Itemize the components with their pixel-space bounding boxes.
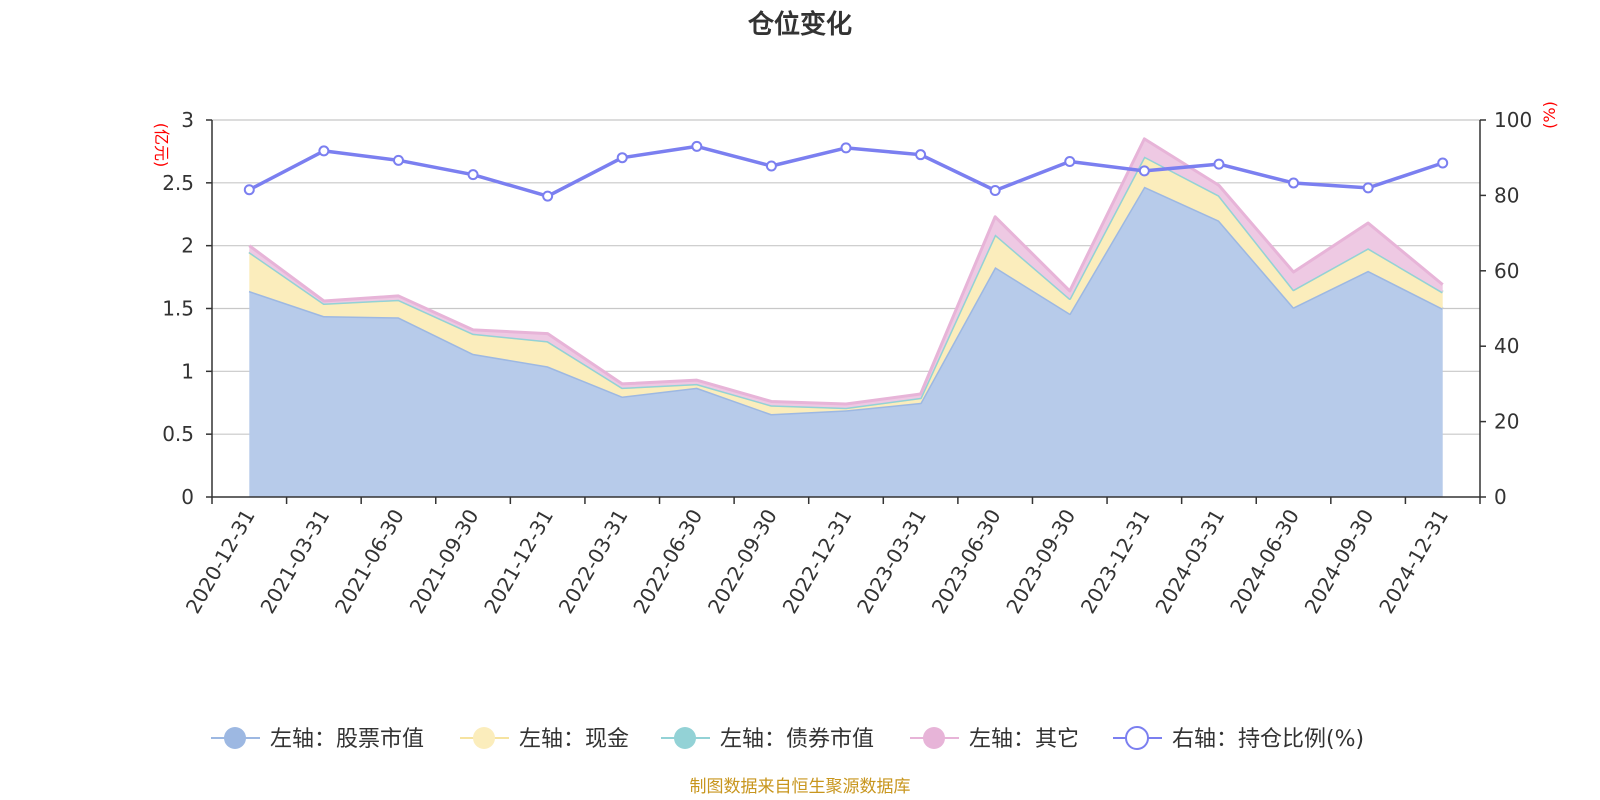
ratio-point (318, 145, 330, 157)
legend-other-marker (923, 727, 945, 749)
legend-item-bond[interactable]: 左轴：债券市值 (661, 727, 874, 752)
ratio-point (1362, 182, 1374, 194)
left-tick-label: 0 (181, 485, 194, 509)
left-tick-labels: 0 0.5 1 1.5 2 2.5 3 (162, 108, 212, 509)
ratio-point (542, 190, 554, 202)
x-tick-label: 2023-06-30 (927, 505, 1006, 618)
x-tick-label: 2020-12-31 (181, 505, 260, 618)
legend-cash-label: 左轴：现金 (519, 727, 629, 752)
ratio-point (989, 184, 1001, 196)
ratio-point (1138, 165, 1150, 177)
x-tick-label: 2024-03-31 (1150, 505, 1229, 618)
x-tick-label: 2022-03-31 (554, 505, 633, 618)
area-line-other (248, 137, 1444, 406)
right-tick-label: 20 (1494, 410, 1519, 434)
area-other (249, 138, 1443, 408)
ratio-point (1213, 158, 1225, 170)
x-tick-label: 2021-12-31 (479, 505, 558, 618)
right-tick-labels: 0 20 40 60 80 100 (1480, 108, 1532, 509)
ratio-point (915, 149, 927, 161)
area-cash (249, 156, 1443, 415)
x-tick-label: 2021-09-30 (405, 505, 484, 618)
x-tick-label: 2023-12-31 (1076, 505, 1155, 618)
ratio-point (840, 142, 852, 154)
ratio-point (392, 154, 404, 166)
legend: 左轴：股票市值 左轴：现金 左轴：债券市值 左轴：其它 右轴：持仓比例(%) (211, 726, 1364, 752)
x-tick-label: 2023-09-30 (1001, 505, 1080, 618)
right-tick-label: 0 (1494, 485, 1507, 509)
ratio-line (248, 144, 1444, 198)
legend-item-other[interactable]: 左轴：其它 (910, 727, 1079, 752)
data-source-note: 制图数据来自恒生聚源数据库 (690, 777, 911, 797)
ratio-point (691, 140, 703, 152)
x-tick-label: 2024-09-30 (1300, 505, 1379, 618)
ratio-point (616, 152, 628, 164)
legend-bond-label: 左轴：债券市值 (720, 727, 874, 752)
ratio-line-layer (243, 140, 1449, 202)
legend-item-stock[interactable]: 左轴：股票市值 (211, 727, 424, 752)
left-tick-label: 3 (181, 108, 194, 132)
right-tick-label: 60 (1494, 259, 1519, 283)
right-tick-label: 80 (1494, 183, 1519, 207)
left-tick-label: 2.5 (162, 171, 194, 195)
ratio-point (1437, 157, 1449, 169)
ratio-point (243, 184, 255, 196)
right-tick-label: 100 (1494, 108, 1532, 132)
chart-title: 仓位变化 (747, 9, 852, 40)
left-tick-label: 1.5 (162, 297, 194, 321)
area-stock (249, 186, 1443, 497)
legend-stock-label: 左轴：股票市值 (270, 727, 424, 752)
left-tick-label: 1 (181, 359, 194, 383)
x-tick-label: 2021-03-31 (255, 505, 334, 618)
ratio-point (1064, 155, 1076, 167)
right-axis-unit: (%) (1540, 101, 1559, 129)
legend-cash-marker (473, 727, 495, 749)
x-tick-label: 2022-09-30 (703, 505, 782, 618)
x-tick-label: 2022-12-31 (777, 505, 856, 618)
left-tick-label: 0.5 (162, 422, 194, 446)
area-layers (248, 137, 1444, 497)
x-tick-label: 2023-03-31 (852, 505, 931, 618)
legend-bond-marker (674, 727, 696, 749)
legend-other-label: 左轴：其它 (969, 727, 1079, 752)
right-tick-label: 40 (1494, 334, 1519, 358)
legend-stock-marker (224, 727, 246, 749)
legend-ratio-label: 右轴：持仓比例(%) (1172, 727, 1364, 752)
ratio-point (467, 169, 479, 181)
x-tick-label: 2024-06-30 (1225, 505, 1304, 618)
x-tick-labels: 2020-12-312021-03-312021-06-302021-09-30… (181, 497, 1481, 618)
ratio-point (765, 160, 777, 172)
legend-item-cash[interactable]: 左轴：现金 (460, 727, 629, 752)
x-tick-label: 2024-12-31 (1374, 505, 1453, 618)
legend-ratio-marker (1125, 726, 1149, 750)
left-axis-unit: (亿元) (152, 123, 171, 168)
ratio-point (1288, 177, 1300, 189)
x-tick-label: 2021-06-30 (330, 505, 409, 618)
legend-item-ratio[interactable]: 右轴：持仓比例(%) (1113, 726, 1364, 752)
left-tick-label: 2 (181, 234, 194, 258)
x-tick-label: 2022-06-30 (628, 505, 707, 618)
